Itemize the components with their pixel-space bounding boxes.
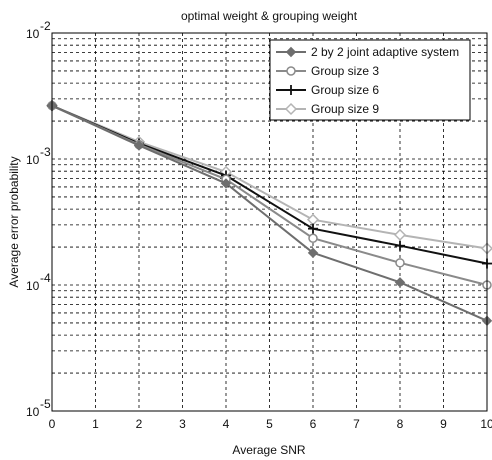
legend-label: 2 by 2 joint adaptive system xyxy=(311,45,459,59)
chart-title: optimal weight & grouping weight xyxy=(181,9,358,23)
y-tick-base: 10 xyxy=(26,405,40,419)
plot-frame xyxy=(51,32,488,412)
data-point xyxy=(395,240,405,251)
data-point xyxy=(220,178,232,189)
data-point xyxy=(394,277,406,288)
legend-marker xyxy=(286,66,296,76)
y-tick-base: 10 xyxy=(26,153,40,167)
y-tick-exponent: -4 xyxy=(40,271,51,285)
x-tick-label: 3 xyxy=(179,417,186,431)
y-tick-exponent: -2 xyxy=(40,19,51,33)
data-point xyxy=(308,223,318,234)
data-point xyxy=(307,247,319,259)
legend-item: Group size 3 xyxy=(276,64,379,78)
series-line xyxy=(51,104,488,250)
x-tick-label: 10 xyxy=(480,417,492,431)
data-point xyxy=(395,258,405,268)
data-point xyxy=(133,140,145,151)
x-axis-label: Average SNR xyxy=(232,443,305,457)
legend-marker xyxy=(285,46,297,58)
y-axis-label: Average error probability xyxy=(7,156,21,287)
data-point xyxy=(308,233,318,243)
legend-label: Group size 3 xyxy=(311,64,379,78)
data-point xyxy=(393,228,407,241)
x-tick-label: 0 xyxy=(49,417,56,431)
legend-label: Group size 9 xyxy=(311,102,379,116)
x-tick-label: 2 xyxy=(136,417,143,431)
series-layer xyxy=(45,99,492,326)
x-tick-label: 5 xyxy=(266,417,273,431)
legend-item: Group size 9 xyxy=(276,102,379,116)
y-tick-labels: 10-510-410-310-2 xyxy=(26,19,51,419)
y-tick-label: 10-3 xyxy=(26,145,51,167)
legend-item: 2 by 2 joint adaptive system xyxy=(276,45,459,59)
y-tick-exponent: -3 xyxy=(40,145,51,159)
y-tick-label: 10-4 xyxy=(26,271,51,293)
legend-marker xyxy=(286,85,296,95)
x-tick-label: 7 xyxy=(353,417,360,431)
series-line xyxy=(51,104,488,322)
y-tick-exponent: -5 xyxy=(40,397,51,411)
legend-marker xyxy=(284,102,298,116)
x-tick-label: 8 xyxy=(397,417,404,431)
x-tick-label: 4 xyxy=(223,417,230,431)
x-tick-label: 9 xyxy=(440,417,447,431)
legend: 2 by 2 joint adaptive system Group size 3… xyxy=(269,39,471,121)
x-tick-labels: 0 1 2 3 4 5 6 7 8 9 10 xyxy=(49,417,492,431)
y-tick-label: 10-5 xyxy=(26,397,51,419)
y-tick-base: 10 xyxy=(26,279,40,293)
legend-item: Group size 6 xyxy=(276,83,379,97)
y-tick-label: 10-2 xyxy=(26,19,51,41)
legend-label: Group size 6 xyxy=(311,83,379,97)
x-tick-label: 6 xyxy=(310,417,317,431)
legend-box xyxy=(269,39,471,121)
y-tick-base: 10 xyxy=(26,27,40,41)
x-tick-label: 1 xyxy=(92,417,99,431)
